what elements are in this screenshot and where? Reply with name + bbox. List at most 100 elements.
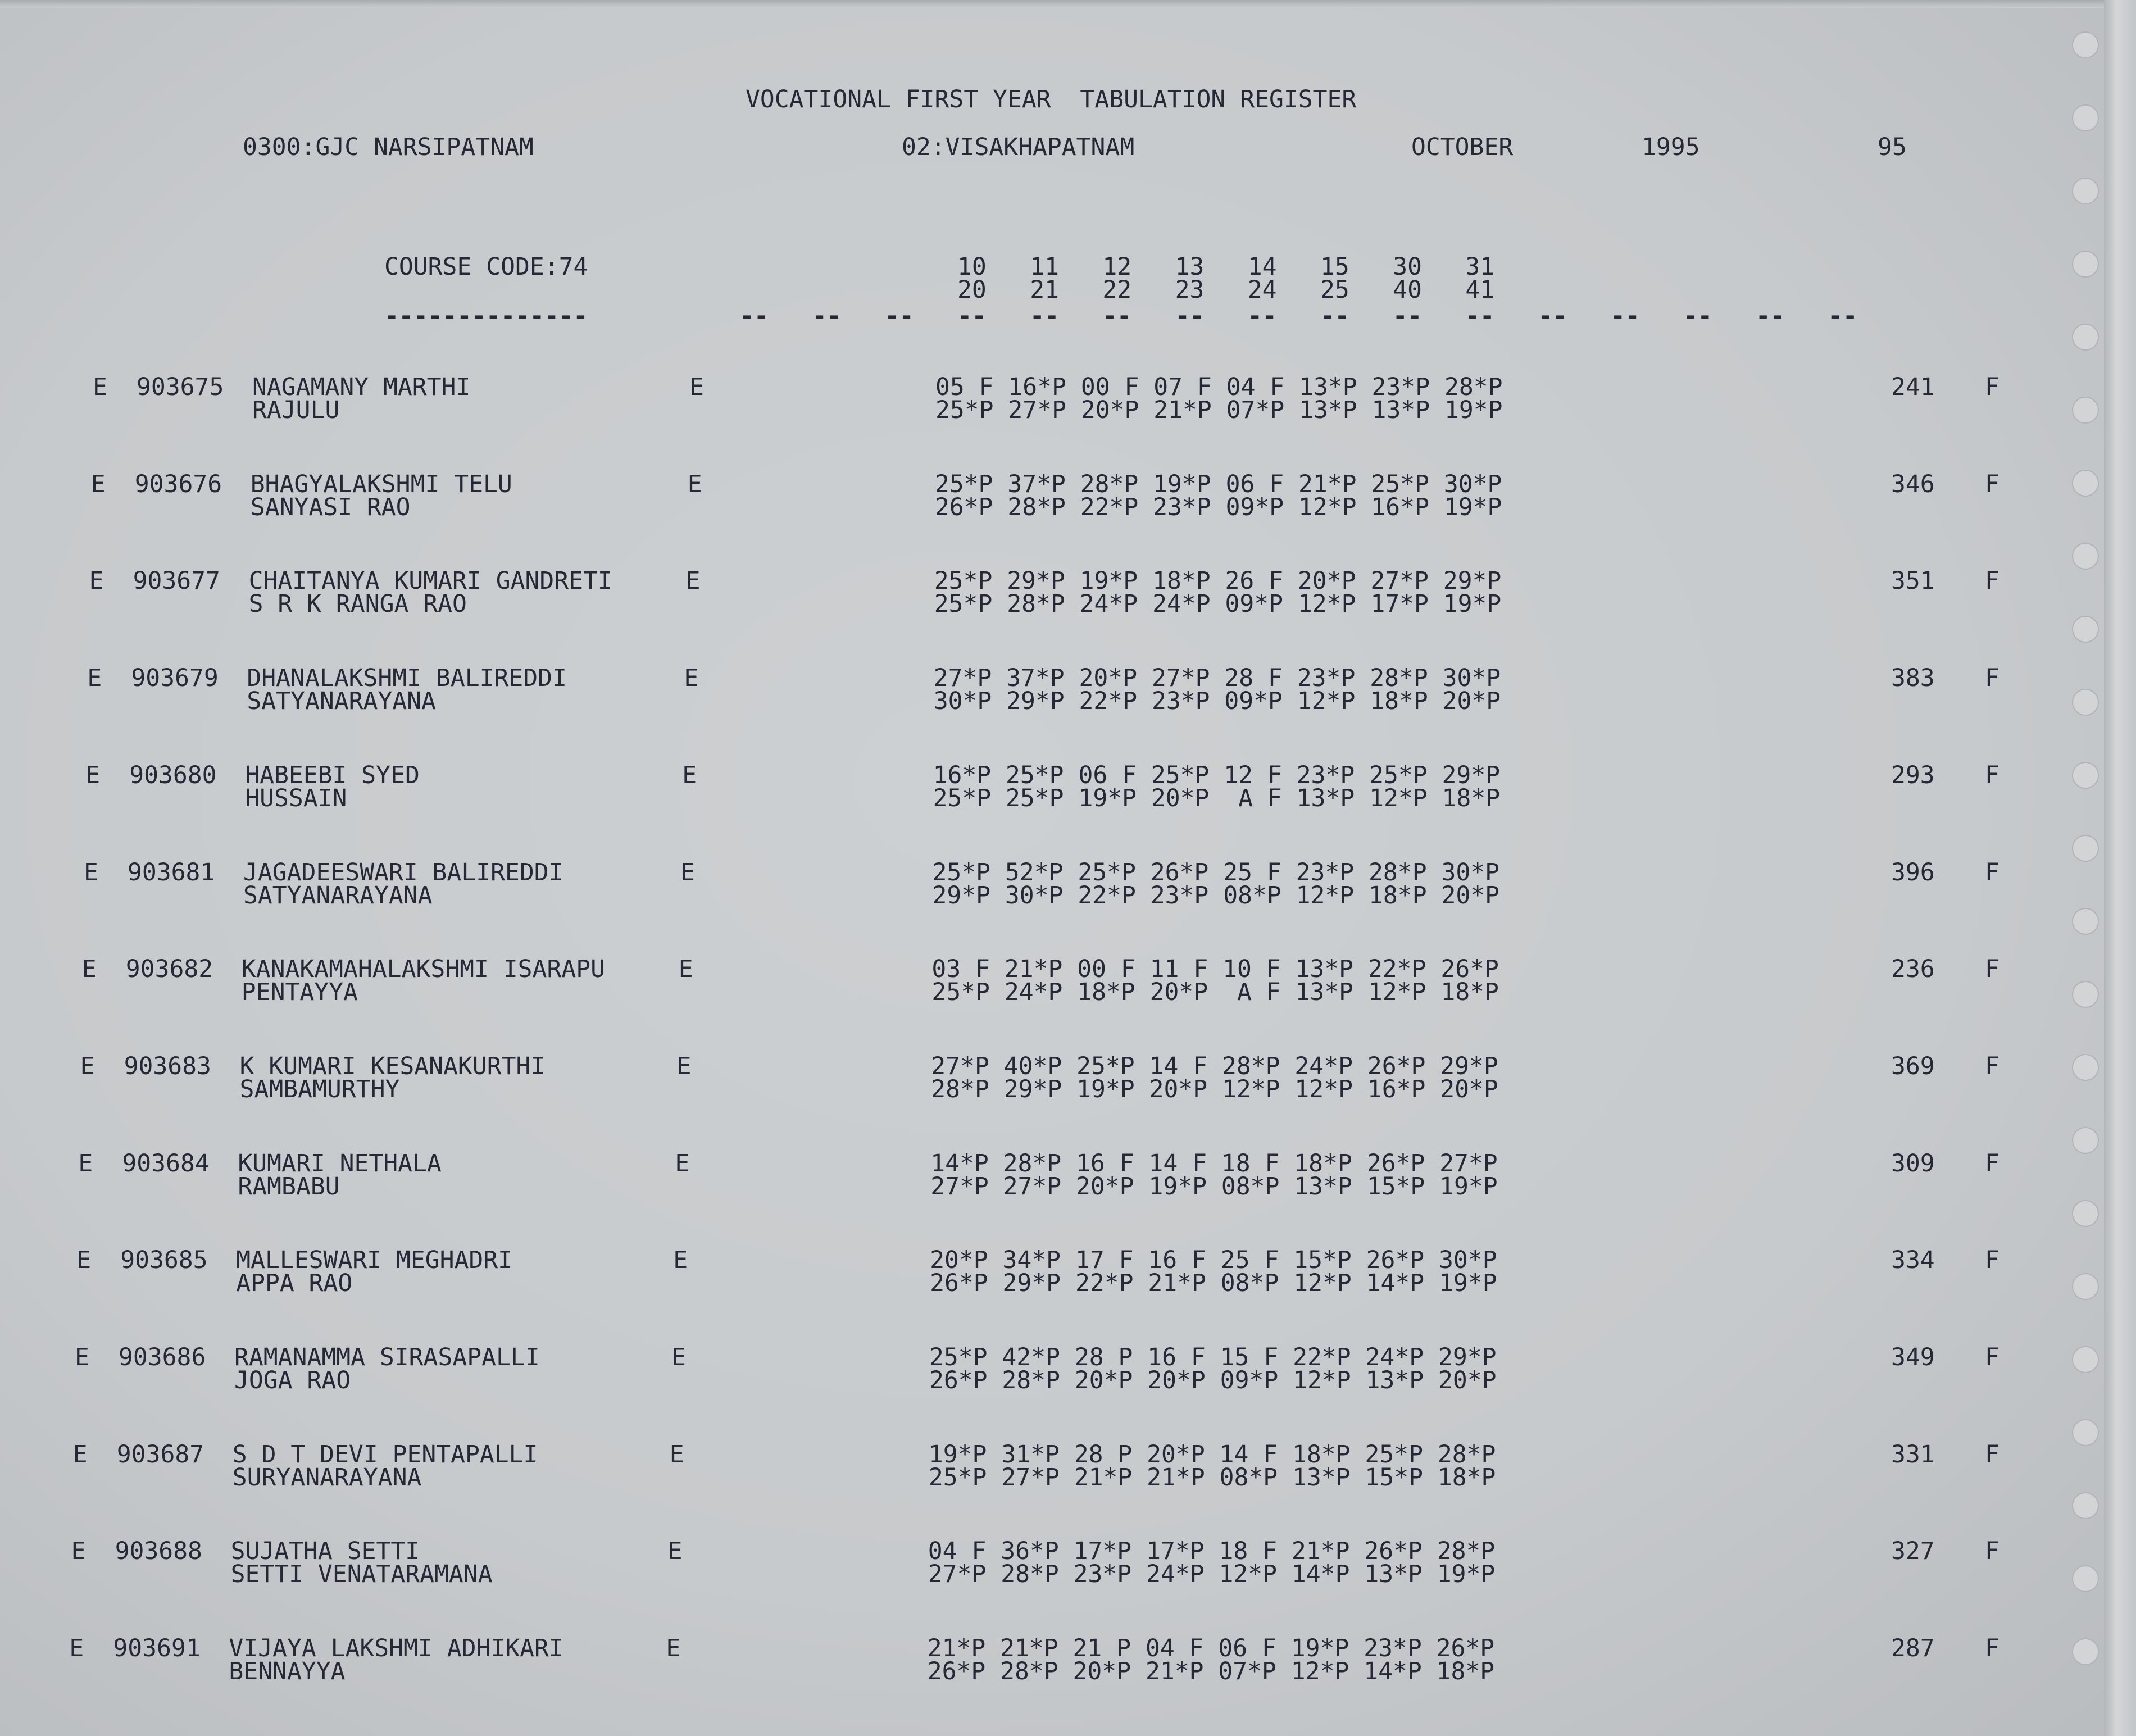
subject-mark: 25*P [1369, 761, 1428, 789]
subject-mark: 13*P [1295, 978, 1354, 1007]
student-name: KUMARI NETHALA [238, 1149, 442, 1178]
subject-mark: 13*P [1296, 784, 1355, 812]
subject-mark: 26 F [1225, 567, 1284, 596]
binder-hole [2072, 1346, 2099, 1373]
subject-mark: 19*P [1078, 784, 1137, 812]
subject-mark: 04 F [928, 1537, 987, 1566]
parent-name: SURYANARAYANA [232, 1463, 422, 1492]
subject-mark: 21 P [1072, 1634, 1131, 1663]
subject-mark: 06 F [1078, 761, 1137, 789]
total-marks: 327 [1891, 1537, 1935, 1566]
medium: E [685, 567, 701, 596]
subject-mark: 19*P [1290, 1634, 1349, 1663]
roll-number: 903676 [134, 470, 222, 498]
result-status: F [1985, 664, 1999, 693]
total-marks: 369 [1891, 1052, 1935, 1080]
subject-mark: 24*P [1146, 1560, 1205, 1589]
course-underline: -------------- [384, 302, 588, 330]
subject-mark: 08*P [1221, 1172, 1280, 1201]
subject-mark: 25*P [928, 1463, 987, 1492]
subject-mark: 19*P [928, 1440, 987, 1469]
course-code: COURSE CODE:74 [384, 253, 588, 281]
roll-number: 903686 [119, 1343, 206, 1371]
subject-mark: 21*P [1291, 1537, 1350, 1566]
parent-name: SATYANARAYANA [243, 881, 433, 910]
binder-hole [2072, 178, 2099, 204]
medium: E [687, 470, 702, 498]
subject-mark: 26*P [934, 493, 993, 521]
subject-mark: 12 F [1224, 761, 1282, 789]
parent-name: APPA RAO [236, 1269, 353, 1298]
total-marks: 241 [1891, 373, 1935, 401]
medium: E [678, 955, 693, 984]
subject-mark: 24*P [1079, 590, 1138, 619]
binder-hole [2072, 31, 2099, 58]
total-marks: 287 [1891, 1634, 1935, 1663]
subject-mark: 18*P [1369, 881, 1427, 910]
subject-mark: 07*P [1218, 1657, 1276, 1686]
subject-mark: 00 F [1080, 373, 1139, 401]
subject-mark: 28*P [1002, 1366, 1060, 1394]
subject-mark: 26*P [1366, 1246, 1425, 1275]
binder-hole [2072, 470, 2099, 497]
subject-mark: 28*P [1437, 1440, 1496, 1469]
subject-mark: 21*P [1298, 470, 1357, 498]
subject-mark: 16 F [1147, 1343, 1206, 1371]
subject-code: 24 [1247, 276, 1277, 304]
subject-mark: 14*P [930, 1149, 989, 1178]
subject-mark: 19*P [1076, 1075, 1135, 1103]
total-marks: 309 [1891, 1149, 1935, 1178]
marks-line-2: 30*P 29*P 22*P 23*P 09*P 12*P 18*P 20*P [933, 687, 1515, 716]
subject-mark: 12*P [1296, 881, 1355, 910]
subject-mark: 25*P [1006, 761, 1064, 789]
marks-line-1: 21*P 21*P 21 P 04 F 06 F 19*P 23*P 26*P [927, 1634, 1509, 1663]
subject-mark: 12*P [1293, 1269, 1352, 1298]
marks-line-2: 29*P 30*P 22*P 23*P 08*P 12*P 18*P 20*P [932, 881, 1514, 910]
student-name: S D T DEVI PENTAPALLI [232, 1440, 538, 1469]
subject-mark: 30*P [933, 687, 992, 716]
total-marks: 396 [1891, 858, 1935, 887]
roll-number: 903687 [116, 1440, 204, 1469]
subject-mark: 27*P [1008, 396, 1066, 424]
subject-mark: 29*P [932, 881, 991, 910]
subject-mark: 29*P [1002, 1269, 1061, 1298]
category-code: E [81, 955, 97, 984]
marks-line-1: 25*P 37*P 28*P 19*P 06 F 21*P 25*P 30*P [935, 470, 1516, 498]
subject-mark: 28*P [1000, 1657, 1058, 1686]
subject-mark: 21*P [1148, 1269, 1206, 1298]
subject-mark: 04 F [1145, 1634, 1204, 1663]
subject-mark: 25*P [1076, 1052, 1135, 1080]
result-status: F [1985, 567, 1999, 596]
subject-mark: 06 F [1218, 1634, 1276, 1663]
parent-name: S R K RANGA RAO [248, 590, 467, 619]
category-code: E [89, 567, 104, 596]
subject-mark: 21*P [1000, 1634, 1058, 1663]
student-name: JAGADEESWARI BALIREDDI [243, 858, 563, 887]
subject-mark: 28*P [1007, 493, 1066, 521]
roll-number: 903680 [129, 761, 217, 789]
column-dash: -- [1756, 302, 1785, 330]
column-dash: -- [1393, 302, 1422, 330]
subject-mark: 31*P [1001, 1440, 1060, 1469]
subject-mark: 30*P [1442, 664, 1501, 693]
category-code: E [72, 1440, 88, 1469]
parent-name: RAJULU [252, 396, 340, 424]
result-status: F [1985, 1149, 1999, 1178]
subject-code: 10 [957, 253, 987, 281]
medium: E [669, 1440, 684, 1469]
subject-mark: 13*P [1299, 373, 1357, 401]
subject-mark: 18*P [1292, 1440, 1351, 1469]
subject-mark: 28*P [1001, 1560, 1059, 1589]
subject-mark: 26*P [1367, 1052, 1426, 1080]
column-dash: -- [1538, 302, 1567, 330]
page-number: 95 [1878, 133, 1907, 161]
subject-mark: 28*P [931, 1075, 989, 1103]
subject-mark: 28 P [1074, 1343, 1133, 1371]
roll-number: 903688 [115, 1537, 202, 1566]
subject-mark: 20*P [1147, 1440, 1205, 1469]
subject-mark: 15*P [1365, 1463, 1423, 1492]
subject-mark: 13*P [1295, 955, 1354, 984]
column-dash: -- [1465, 302, 1495, 330]
subject-code: 21 [1030, 276, 1059, 304]
subject-mark: 21*P [927, 1634, 986, 1663]
